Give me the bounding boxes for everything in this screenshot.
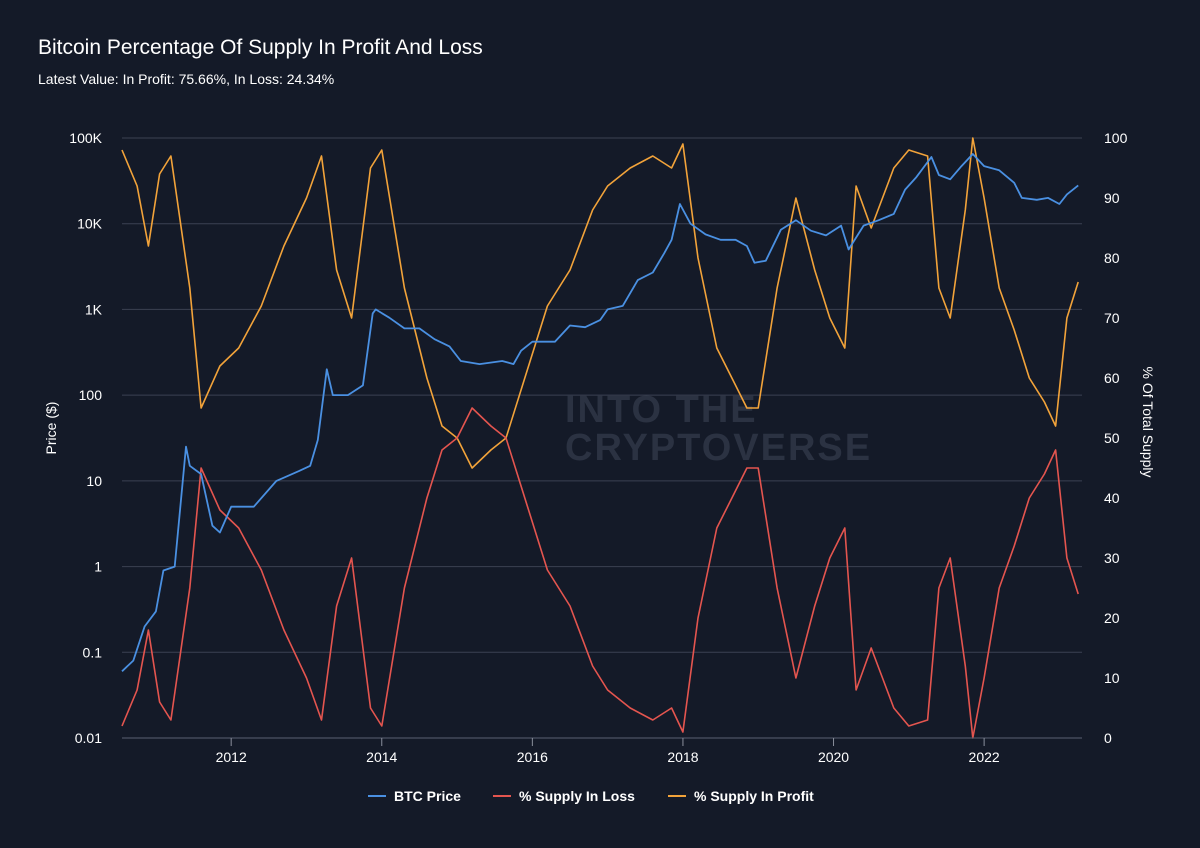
y-right-tick-label: 30 <box>1104 550 1120 566</box>
y-left-axis-ticks: 0.01 0.1 1 10 100 1K 10K 100K <box>69 130 102 746</box>
x-tick-label: 2014 <box>366 749 397 765</box>
legend-item-label[interactable]: BTC Price <box>394 788 461 804</box>
y-right-tick-label: 60 <box>1104 370 1120 386</box>
y-right-tick-label: 10 <box>1104 670 1120 686</box>
y-left-tick-label: 0.01 <box>75 730 102 746</box>
series-layer <box>121 137 1079 739</box>
chart-title: Bitcoin Percentage Of Supply In Profit A… <box>38 36 483 59</box>
legend: BTC Price % Supply In Loss % Supply In Pro… <box>368 788 814 804</box>
x-tick-label: 2020 <box>818 749 849 765</box>
series-line-supply-in-loss <box>121 407 1079 739</box>
watermark-line-2: CRYPTOVERSE <box>565 427 872 469</box>
y-right-tick-label: 80 <box>1104 250 1120 266</box>
legend-item-label[interactable]: % Supply In Profit <box>694 788 814 804</box>
series-line-supply-in-profit <box>121 137 1079 469</box>
x-tick-label: 2018 <box>667 749 698 765</box>
series-line-btc-price <box>121 153 1079 672</box>
watermark: INTO THE CRYPTOVERSE <box>565 389 872 469</box>
x-tick-label: 2016 <box>517 749 548 765</box>
watermark-line-1: INTO THE <box>565 389 758 431</box>
y-left-tick-label: 10 <box>86 473 102 489</box>
y-right-tick-label: 0 <box>1104 730 1112 746</box>
y-right-axis-title: % Of Total Supply <box>1140 366 1156 477</box>
y-left-tick-label: 100 <box>79 387 103 403</box>
legend-item-label[interactable]: % Supply In Loss <box>519 788 635 804</box>
y-left-tick-label: 100K <box>69 130 102 146</box>
chart-subtitle: Latest Value: In Profit: 75.66%, In Loss… <box>38 71 334 87</box>
y-left-tick-label: 0.1 <box>83 644 103 660</box>
y-right-tick-label: 20 <box>1104 610 1120 626</box>
y-right-axis-ticks: 0 10 20 30 40 50 60 70 80 90 100 <box>1104 130 1128 746</box>
y-left-axis-title: Price ($) <box>43 402 59 455</box>
y-right-tick-label: 50 <box>1104 430 1120 446</box>
y-left-tick-label: 1K <box>85 301 103 317</box>
y-right-tick-label: 70 <box>1104 310 1120 326</box>
y-right-tick-label: 40 <box>1104 490 1120 506</box>
y-right-tick-label: 100 <box>1104 130 1128 146</box>
x-axis-ticks: 2012 2014 2016 2018 2020 2022 <box>122 737 1082 765</box>
y-left-tick-label: 1 <box>94 559 102 575</box>
y-left-tick-label: 10K <box>77 216 103 232</box>
x-tick-label: 2012 <box>216 749 247 765</box>
y-right-tick-label: 90 <box>1104 190 1120 206</box>
x-tick-label: 2022 <box>969 749 1000 765</box>
